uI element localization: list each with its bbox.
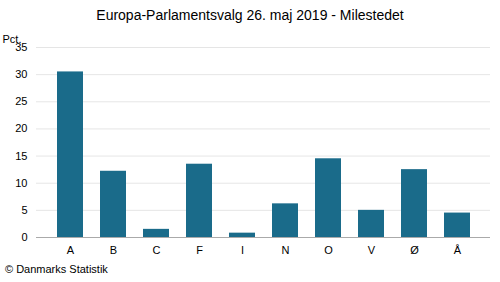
svg-text:10: 10 — [15, 177, 27, 189]
svg-text:0: 0 — [21, 231, 27, 243]
svg-text:30: 30 — [15, 68, 27, 80]
html-text:Europa-Parlamentsvalg 26. maj: Europa-Parlamentsvalg 26. maj 2019 - Mil… — [96, 7, 404, 23]
svg-text:15: 15 — [15, 150, 27, 162]
svg-text:25: 25 — [15, 95, 27, 107]
svg-text:F: F — [196, 244, 203, 256]
svg-text:C: C — [153, 244, 161, 256]
svg-text:A: A — [67, 244, 75, 256]
svg-text:O: O — [324, 244, 333, 256]
svg-text:Pct.: Pct. — [3, 33, 22, 45]
svg-text:I: I — [241, 244, 244, 256]
html-text:© Danmarks Statistik: © Danmarks Statistik — [5, 263, 108, 275]
svg-text:Ø: Ø — [410, 244, 419, 256]
svg-text:35: 35 — [15, 41, 28, 53]
svg-text:V: V — [368, 244, 376, 256]
svg-text:N: N — [282, 244, 290, 256]
svg-text:Å: Å — [454, 244, 462, 256]
svg-text:20: 20 — [15, 122, 27, 134]
svg-text:B: B — [110, 244, 117, 256]
svg-text:5: 5 — [21, 204, 27, 216]
